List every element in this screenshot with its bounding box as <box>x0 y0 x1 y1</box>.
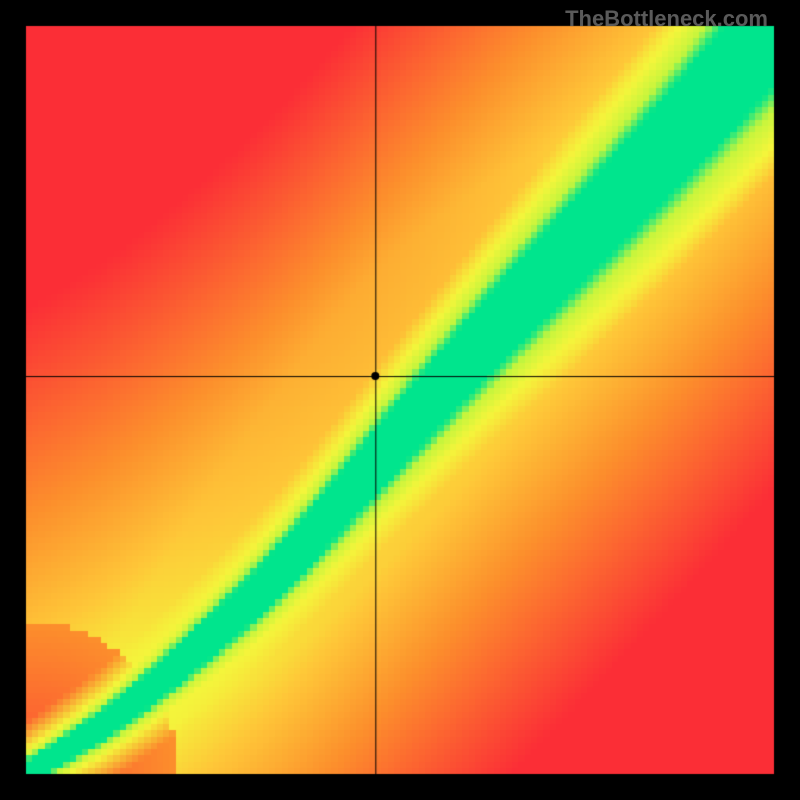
bottleneck-heatmap <box>0 0 800 800</box>
watermark-text: TheBottleneck.com <box>565 6 768 32</box>
